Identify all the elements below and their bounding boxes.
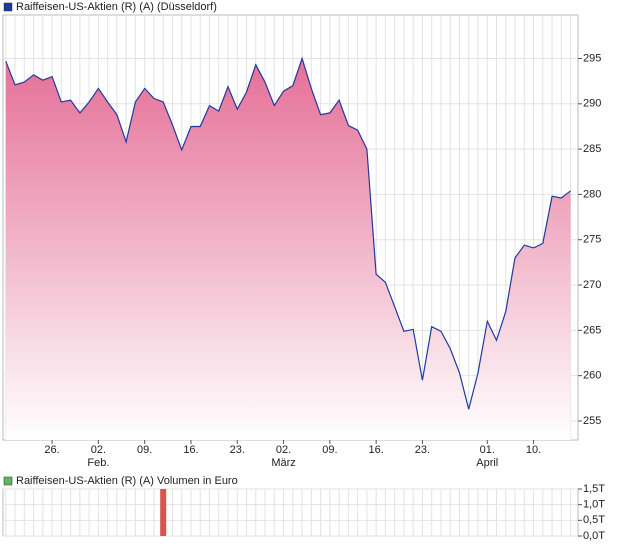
series-group	[160, 489, 167, 536]
bar	[160, 489, 167, 536]
y-tick-label: 0,5T	[583, 514, 605, 526]
line	[5, 56, 571, 410]
y-tick-label: 280	[583, 188, 601, 200]
x-tick-label: 16.	[183, 444, 198, 456]
y-tick-label: 255	[583, 415, 601, 427]
x-tick-label: 10.	[526, 444, 541, 456]
legend-label: Raiffeisen-US-Aktien (R) (A) Volumen in …	[16, 475, 238, 487]
x-tick-label: 09.	[137, 444, 152, 456]
x-tick-label: 23.	[415, 444, 430, 456]
x-tick-label: 26.	[44, 444, 59, 456]
series-group	[5, 56, 571, 440]
legend-swatch	[3, 2, 13, 12]
month-label: Feb.	[87, 457, 109, 469]
y-tick-label: 260	[583, 370, 601, 382]
legend-label: Raiffeisen-US-Aktien (R) (A) (Düsseldorf…	[16, 1, 217, 13]
y-tick-label: 285	[583, 143, 601, 155]
x-tick-label: 02.	[91, 444, 106, 456]
y-tick-label: 265	[583, 324, 601, 336]
y-tick-label: 295	[583, 52, 601, 64]
x-tick-label: 16.	[368, 444, 383, 456]
y-tick-label: 275	[583, 234, 601, 246]
y-tick-label: 0,0T	[583, 530, 605, 542]
y-tick-label: 1,5T	[583, 483, 605, 495]
x-tick-label: 02.	[276, 444, 291, 456]
y-tick-label: 270	[583, 279, 601, 291]
x-tick-label: 09.	[322, 444, 337, 456]
y-tick-label: 290	[583, 98, 601, 110]
y-tick-label: 1,0T	[583, 499, 605, 511]
month-label: April	[476, 457, 498, 469]
x-tick-label: 23.	[230, 444, 245, 456]
month-label: März	[271, 457, 295, 469]
x-tick-label: 01.	[480, 444, 495, 456]
legend-swatch	[3, 476, 13, 486]
area	[5, 58, 571, 440]
